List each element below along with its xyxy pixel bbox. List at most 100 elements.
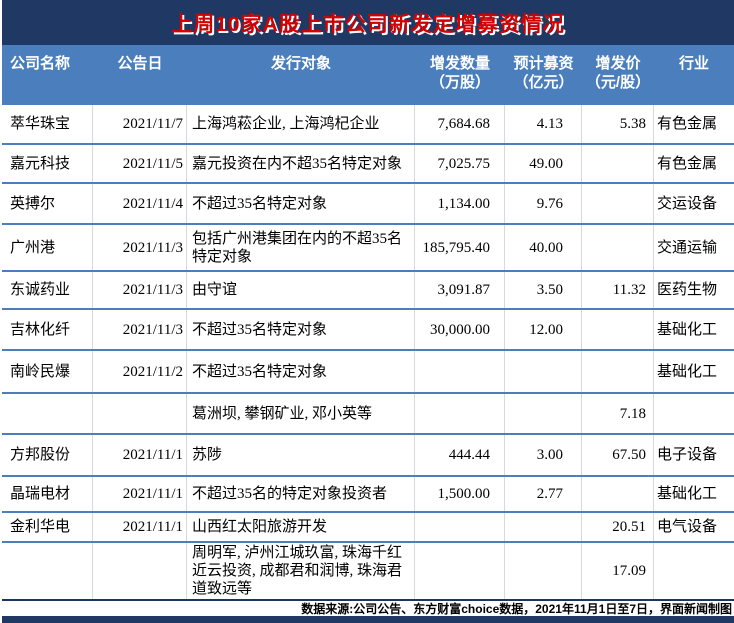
cell-industry: 有色金属 [657,116,718,132]
cell-company: 萃华珠宝 [2,105,93,143]
header-price-unit: （元/股） [585,74,651,91]
cell-date: 2021/11/2 [93,351,187,392]
cell-industry: 电气设备 [657,519,718,535]
cell-date: 2021/11/7 [93,105,187,143]
cell-industry: 交运设备 [657,195,718,212]
header-date-label: 公告日 [117,55,163,72]
cell-date [93,394,187,433]
source-note: 数据来源:公司公告、东方财富choice数据，2021年11月1日至7日，界面新… [301,602,732,616]
cell-target: 上海鸿菘企业, 上海鸿杞企业 [187,105,415,143]
cell-industry: 交通运输 [657,239,718,256]
header-raise-label: 预计募资 [513,55,574,72]
cell-quantity [415,351,505,392]
header-target: 发行对象 [187,45,415,105]
cell-company [2,394,93,433]
cell-quantity: 1,134.00 [415,184,505,223]
cell-target: 苏陟 [187,435,415,475]
cell-price [582,477,654,511]
cell-raise [505,394,582,433]
header-quantity-label: 增发数量 [429,55,490,72]
cell-price: 17.09 [582,543,654,599]
cell-company: 晶瑞电材 [2,477,93,511]
cell-raise: 3.00 [505,435,582,475]
table-row: 周明军, 泸州江城玖富, 珠海千红近云投资, 成都君和润博, 珠海君道致远等 17… [2,543,734,601]
cell-industry [654,394,734,433]
cell-target: 不超过35名特定对象 [187,310,415,349]
header-price: 增发价 （元/股） [582,45,654,105]
bottom-bar [2,616,734,623]
table-row: 东诚药业 2021/11/3 由守谊 3,091.87 3.50 11.32 医药生物 [2,272,734,310]
cell-company: 广州港 [2,225,93,270]
cell-raise [505,543,582,599]
cell-target: 山西红太阳旅游开发 [187,513,415,541]
header-raise-unit: （亿元） [513,74,574,91]
cell-raise: 9.76 [505,184,582,223]
cell-target: 不超过35名特定对象 [187,351,415,392]
cell-target: 由守谊 [187,272,415,308]
cell-price [582,351,654,392]
cell-date: 2021/11/3 [93,272,187,308]
header-price-label: 增发价 [595,55,641,72]
cell-industry [654,543,734,599]
header-industry-label: 行业 [678,55,709,72]
cell-price [582,225,654,270]
cell-price [582,145,654,182]
cell-industry: 基础化工 [657,363,718,380]
cell-raise: 40.00 [505,225,582,270]
table-row: 萃华珠宝 2021/11/7 上海鸿菘企业, 上海鸿杞企业 7,684.68 4.13 5… [2,105,734,145]
cell-raise [505,513,582,541]
cell-date: 2021/11/1 [93,435,187,475]
cell-raise: 2.77 [505,477,582,511]
cell-quantity: 1,500.00 [415,477,505,511]
cell-industry: 基础化工 [657,321,718,338]
cell-raise: 3.50 [505,272,582,308]
header-company: 公司名称 [2,45,93,105]
table-row: 南岭民爆 2021/11/2 不超过35名特定对象 基础化工 [2,351,734,394]
cell-quantity: 3,091.87 [415,272,505,308]
cell-date: 2021/11/5 [93,145,187,182]
cell-raise: 4.13 [505,105,582,143]
cell-company: 吉林化纤 [2,310,93,349]
cell-date: 2021/11/3 [93,310,187,349]
cell-company [2,543,93,599]
header-company-label: 公司名称 [10,55,71,72]
table-row: 吉林化纤 2021/11/3 不超过35名特定对象 30,000.00 12.00 基础化… [2,310,734,351]
cell-target: 不超过35名的特定对象投资者 [187,477,415,511]
header-date: 公告日 [93,45,187,105]
cell-price: 5.38 [582,105,654,143]
cell-company: 东诚药业 [2,272,93,308]
cell-quantity: 7,025.75 [415,145,505,182]
table-row: 英搏尔 2021/11/4 不超过35名特定对象 1,134.00 9.76 交运设备 [2,184,734,225]
cell-date: 2021/11/4 [93,184,187,223]
table-row: 葛洲坝, 攀钢矿业, 邓小英等 7.18 [2,394,734,435]
cell-quantity: 185,795.40 [415,225,505,270]
cell-date: 2021/11/3 [93,225,187,270]
cell-target: 葛洲坝, 攀钢矿业, 邓小英等 [187,394,415,433]
cell-quantity: 7,684.68 [415,105,505,143]
header-industry: 行业 [654,45,734,105]
cell-raise: 49.00 [505,145,582,182]
header-quantity: 增发数量 （万股） [415,45,505,105]
header-target-label: 发行对象 [270,55,331,72]
cell-industry: 有色金属 [657,155,718,172]
cell-target: 不超过35名特定对象 [187,184,415,223]
cell-target: 周明军, 泸州江城玖富, 珠海千红近云投资, 成都君和润博, 珠海君道致远等 [187,543,415,599]
cell-date: 2021/11/1 [93,513,187,541]
cell-price [582,310,654,349]
table-row: 晶瑞电材 2021/11/1 不超过35名的特定对象投资者 1,500.00 2.77 基… [2,477,734,513]
cell-price: 67.50 [582,435,654,475]
table-header-row: 公司名称 公告日 发行对象 增发数量 （万股） 预计募资 （亿元） 增发价 （元… [2,45,734,105]
cell-price: 20.51 [582,513,654,541]
table-row: 嘉元科技 2021/11/5 嘉元投资在内不超35名特定对象 7,025.75 49.0… [2,145,734,184]
cell-quantity [415,543,505,599]
cell-date: 2021/11/1 [93,477,187,511]
cell-industry: 医药生物 [657,282,718,298]
cell-industry: 电子设备 [657,447,718,463]
table-row: 金利华电 2021/11/1 山西红太阳旅游开发 20.51 电气设备 [2,513,734,543]
cell-quantity [415,394,505,433]
cell-company: 金利华电 [2,513,93,541]
cell-price: 11.32 [582,272,654,308]
cell-price: 7.18 [582,394,654,433]
cell-company: 英搏尔 [2,184,93,223]
